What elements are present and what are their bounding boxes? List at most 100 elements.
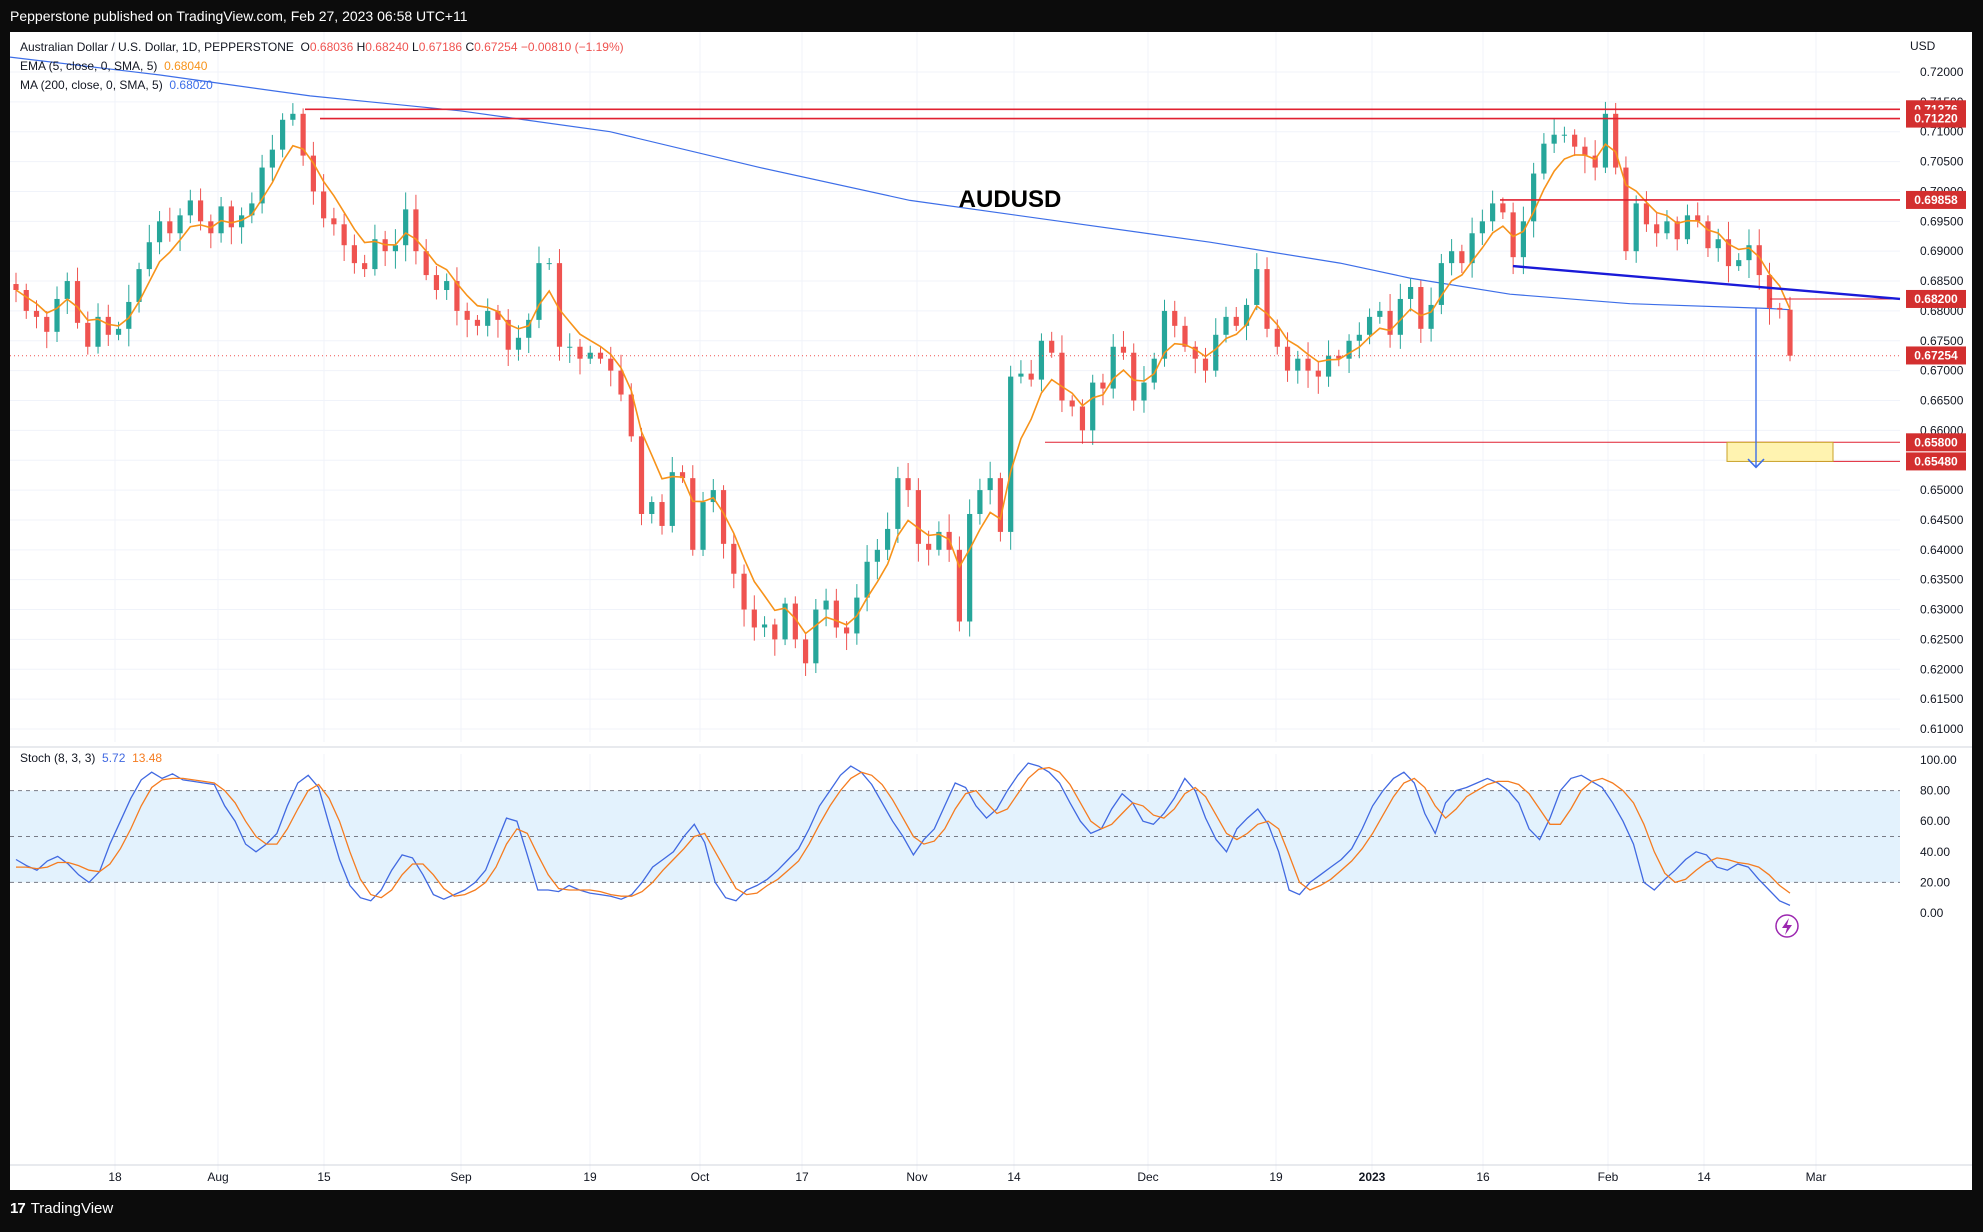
- candle-body: [577, 346, 583, 359]
- candle-body: [751, 609, 757, 628]
- candle-body: [885, 528, 891, 550]
- candle-body: [146, 242, 152, 270]
- candle-body: [1541, 143, 1547, 174]
- candle-body: [710, 490, 716, 503]
- candle-body: [936, 531, 942, 550]
- time-tick-label: 17: [795, 1170, 809, 1184]
- candle-body: [1602, 113, 1609, 168]
- time-tick-label: 14: [1007, 1170, 1021, 1184]
- candle-body: [690, 478, 696, 550]
- candle-body: [321, 191, 327, 219]
- axes-layer: 0.720000.715000.710000.705000.700000.695…: [108, 65, 1966, 1184]
- candle-body: [433, 275, 440, 291]
- time-tick-label: 14: [1697, 1170, 1711, 1184]
- candle-body: [1243, 304, 1250, 326]
- time-tick-label: 18: [108, 1170, 122, 1184]
- published-text: Pepperstone published on TradingView.com…: [10, 8, 468, 24]
- time-tick-label: 15: [317, 1170, 331, 1184]
- candle-body: [249, 203, 255, 216]
- candle-body: [495, 310, 501, 320]
- tradingview-logo[interactable]: 17 TradingView: [10, 1200, 113, 1217]
- price-label-text: 0.65800: [1914, 435, 1958, 449]
- candle-body: [556, 263, 563, 347]
- candle-body: [1336, 355, 1342, 359]
- candle-body: [105, 316, 111, 335]
- candle-body: [1233, 316, 1239, 326]
- candle-body: [874, 549, 880, 562]
- price-label-box: [1906, 289, 1966, 308]
- candle-body: [351, 245, 357, 264]
- time-tick-label: 19: [1269, 1170, 1283, 1184]
- legend-symbol: Australian Dollar / U.S. Dollar, 1D, PEP…: [20, 40, 624, 54]
- price-label-text: 0.69858: [1914, 193, 1958, 207]
- candle-body: [444, 281, 450, 291]
- candle-body: [1787, 309, 1793, 356]
- candle-body: [638, 436, 645, 514]
- candle-body: [761, 624, 768, 628]
- candle-body: [74, 281, 81, 323]
- price-tick-label: 0.66500: [1920, 394, 1964, 408]
- time-tick-label: Aug: [207, 1170, 228, 1184]
- chart-svg[interactable]: 0.720000.715000.710000.705000.700000.695…: [9, 32, 1972, 1190]
- candle-body: [1756, 245, 1762, 276]
- candle-body: [238, 215, 245, 228]
- candle-body: [228, 206, 234, 228]
- price-tick-label: 0.67500: [1920, 334, 1964, 348]
- candle-body: [731, 543, 737, 574]
- candle-body: [136, 269, 142, 302]
- price-label-box: [1906, 433, 1966, 452]
- candle-body: [1366, 316, 1373, 335]
- price-label-box: [1906, 190, 1966, 209]
- lightning-icon[interactable]: [1775, 914, 1799, 938]
- candle-body: [1069, 400, 1075, 407]
- candle-body: [1161, 310, 1168, 359]
- candle-body: [1623, 167, 1629, 252]
- grid: [10, 32, 1972, 1172]
- candle-body: [156, 221, 163, 243]
- price-tick-label: 0.72000: [1920, 65, 1964, 79]
- candle-body: [1715, 239, 1721, 249]
- candle-body: [115, 328, 122, 335]
- candle-body: [1141, 382, 1147, 401]
- candle-body: [772, 624, 778, 640]
- candle-body: [197, 200, 204, 222]
- price-tick-label: 0.69000: [1920, 244, 1964, 258]
- price-label-text: 0.67254: [1914, 348, 1958, 362]
- legend-ma: MA (200, close, 0, SMA, 5) 0.68020: [20, 78, 213, 92]
- stoch-tick-label: 100.00: [1920, 753, 1957, 767]
- projection-arrowhead: [1747, 458, 1765, 469]
- candle-body: [505, 319, 511, 350]
- candle-body: [1531, 173, 1537, 222]
- candle-body: [1664, 221, 1670, 234]
- candle-body: [1131, 352, 1137, 401]
- price-tick-label: 0.63000: [1920, 603, 1964, 617]
- brand-name: TradingView: [30, 1200, 114, 1217]
- candle-body: [1295, 358, 1301, 371]
- candle-body: [1305, 358, 1311, 371]
- candle-body: [485, 310, 491, 326]
- candle-body: [310, 155, 316, 192]
- candle-body: [649, 502, 655, 514]
- price-label-box: [1906, 109, 1966, 128]
- candle-body: [926, 543, 932, 550]
- candle-body: [967, 513, 973, 622]
- candle-body: [1059, 352, 1065, 401]
- candle-body: [1008, 376, 1014, 532]
- candle-body: [1725, 239, 1732, 267]
- candle-body: [1356, 334, 1362, 341]
- candle-body: [33, 310, 40, 317]
- price-label-text: 0.71220: [1914, 112, 1958, 126]
- candle-body: [1500, 203, 1506, 213]
- stoch-tick-label: 80.00: [1920, 784, 1950, 798]
- candle-body: [1018, 373, 1024, 377]
- candle-body: [54, 298, 60, 332]
- target-zone: [1726, 441, 1834, 462]
- stoch-k-line: [15, 762, 1791, 906]
- candle-body: [1407, 287, 1414, 299]
- chart-area[interactable]: 0.720000.715000.710000.705000.700000.695…: [9, 32, 1972, 1190]
- candle-body: [1674, 221, 1680, 240]
- price-tick-label: 0.69500: [1920, 214, 1964, 228]
- candle-body: [823, 600, 829, 610]
- candle-body: [1449, 251, 1455, 264]
- candle-body: [915, 490, 921, 544]
